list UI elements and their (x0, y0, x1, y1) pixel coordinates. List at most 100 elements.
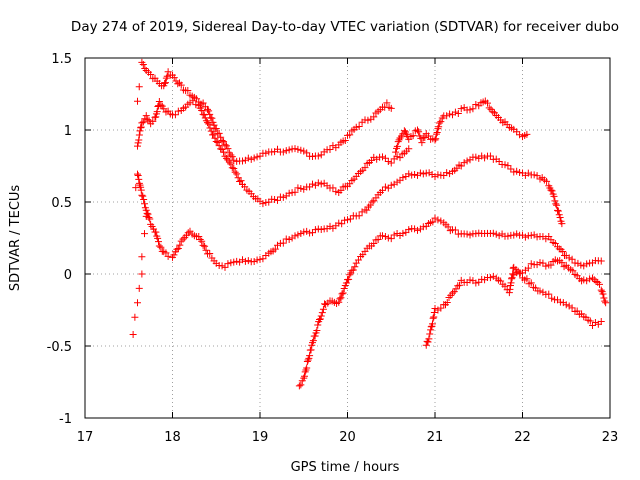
data-point-satellite-track-F (393, 142, 401, 150)
data-point-satellite-track-E (430, 308, 438, 316)
data-point-satellite-track-C (548, 187, 556, 195)
data-point-satellite-track-D (583, 260, 591, 268)
data-point-satellite-track-B (149, 117, 157, 125)
y-tick-label: 1 (64, 124, 72, 139)
data-point-satellite-track-C (381, 183, 389, 191)
data-point-satellite-track-F (457, 105, 465, 113)
data-point-satellite-track-C (224, 260, 232, 268)
data-point-satellite-track-E (437, 304, 445, 312)
data-point-satellite-track-E (545, 290, 553, 298)
data-point-satellite-track-A (297, 146, 305, 154)
data-point-satellite-track-C (399, 174, 407, 182)
data-point-satellite-track-A (341, 136, 349, 144)
data-point-satellite-track-D (504, 232, 512, 240)
data-point-satellite-track-B (141, 115, 149, 123)
data-point-satellite-track-B (332, 188, 340, 196)
y-tick-label: -1 (59, 412, 72, 427)
data-point-satellite-track-D (306, 352, 314, 360)
data-point-satellite-track-C (239, 256, 246, 264)
y-tick-label: -0.5 (47, 340, 72, 355)
data-point-satellite-track-C (143, 209, 151, 217)
data-point-satellite-track-D (346, 271, 354, 279)
data-point-satellite-track-E (422, 341, 430, 349)
data-point-satellite-track-B (204, 119, 211, 127)
data-point-early-scatter (141, 230, 148, 238)
data-point-satellite-track-E (565, 302, 573, 310)
data-point-satellite-track-D (314, 321, 322, 329)
data-point-satellite-track-A (282, 147, 290, 155)
data-point-satellite-track-B (214, 138, 222, 146)
data-point-satellite-track-D (451, 226, 459, 234)
data-point-satellite-track-C (554, 206, 561, 214)
data-point-satellite-track-C (472, 153, 480, 161)
data-point-satellite-track-C (179, 235, 187, 243)
data-point-satellite-track-D (313, 326, 321, 334)
data-point-satellite-track-D (444, 223, 452, 231)
data-point-satellite-track-B (309, 180, 316, 188)
data-point-satellite-track-C (481, 154, 489, 162)
data-point-satellite-track-E (489, 272, 497, 280)
data-point-satellite-track-B (138, 119, 146, 127)
data-point-satellite-track-E (568, 304, 576, 312)
y-tick-label: 0 (64, 268, 72, 283)
data-point-satellite-track-C (141, 200, 148, 208)
data-point-satellite-track-B (139, 118, 147, 126)
data-point-satellite-track-B (265, 198, 273, 206)
data-point-satellite-track-C (139, 192, 147, 200)
data-point-satellite-track-D (559, 248, 567, 256)
data-point-satellite-track-B (297, 185, 305, 193)
data-point-satellite-track-F (409, 132, 417, 140)
data-point-satellite-track-D (349, 266, 357, 274)
data-point-satellite-track-D (300, 372, 308, 380)
data-point-satellite-track-B (271, 196, 279, 204)
data-point-satellite-track-D (513, 230, 521, 238)
data-point-satellite-track-C (227, 259, 235, 267)
data-point-satellite-track-D (345, 275, 353, 283)
data-point-satellite-track-E (505, 289, 513, 297)
data-points (129, 58, 610, 390)
data-point-satellite-track-A (383, 99, 391, 107)
data-point-satellite-track-A (221, 141, 229, 149)
data-point-satellite-track-A (208, 114, 216, 122)
data-point-satellite-track-B (227, 160, 235, 168)
data-point-satellite-track-F (418, 139, 426, 147)
data-point-satellite-track-B (317, 180, 325, 188)
data-point-satellite-track-C (419, 170, 427, 178)
data-point-satellite-track-A (262, 149, 270, 157)
data-point-satellite-track-C (346, 215, 354, 223)
data-point-satellite-track-C (300, 228, 308, 236)
data-point-satellite-track-B (153, 108, 161, 116)
data-point-satellite-track-A (314, 152, 322, 160)
data-point-satellite-track-C (291, 232, 299, 240)
data-point-satellite-track-D (379, 232, 386, 240)
data-point-satellite-track-C (221, 263, 229, 271)
data-point-satellite-track-C (507, 165, 515, 173)
data-point-satellite-track-F (414, 126, 421, 134)
data-point-early-scatter (142, 212, 150, 220)
data-point-satellite-track-E (562, 301, 570, 309)
data-point-satellite-track-D (318, 309, 326, 317)
data-point-satellite-track-C (135, 179, 143, 187)
data-point-satellite-track-F (472, 100, 480, 108)
data-point-satellite-track-C (533, 172, 541, 180)
data-point-satellite-track-A (346, 131, 354, 139)
data-point-satellite-track-E (536, 287, 544, 295)
data-point-satellite-track-F (432, 135, 440, 143)
data-point-satellite-track-C (152, 228, 160, 236)
data-point-satellite-track-B (220, 148, 228, 156)
data-point-satellite-track-C (335, 219, 343, 227)
data-point-satellite-track-C (363, 206, 371, 214)
data-point-early-scatter (131, 313, 139, 321)
data-point-satellite-track-D (335, 298, 343, 306)
data-point-satellite-track-C (155, 242, 163, 250)
data-point-satellite-track-C (155, 238, 162, 246)
data-point-early-scatter (132, 184, 140, 192)
data-point-satellite-track-C (516, 168, 524, 176)
data-point-satellite-track-C (274, 241, 281, 249)
data-point-satellite-track-B (393, 153, 401, 161)
data-point-satellite-track-F (435, 119, 443, 127)
data-point-satellite-track-C (294, 231, 302, 239)
data-point-satellite-track-C (297, 230, 305, 238)
data-point-satellite-track-F (446, 110, 454, 118)
data-point-satellite-track-B (215, 142, 223, 150)
